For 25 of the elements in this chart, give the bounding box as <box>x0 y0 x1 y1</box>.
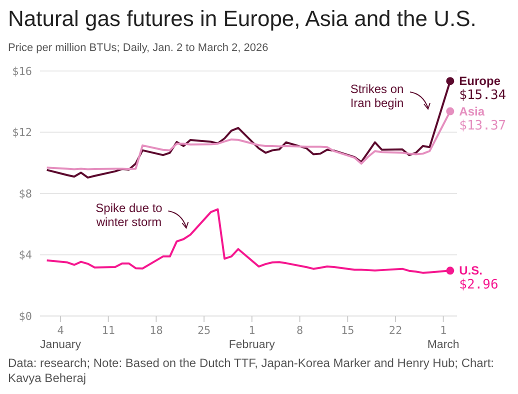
x-tick-label: 8 <box>296 324 304 337</box>
x-tick-label: 1 February <box>228 324 276 351</box>
y-tick-label: $4 <box>18 248 32 262</box>
y-tick-label: $16 <box>12 64 32 78</box>
data-label: $2.96 <box>459 278 498 293</box>
series-label: U.S. <box>459 264 483 278</box>
series-label: Europe <box>459 74 501 88</box>
x-tick-label: 11 <box>102 324 115 337</box>
series-label: Asia <box>459 104 485 118</box>
annotation: Spike due to winter storm <box>95 201 163 229</box>
chart-subtitle: Price per million BTUs; Daily, Jan. 2 to March 2, 2026 <box>8 42 268 54</box>
x-tick-label: 4 January <box>40 324 82 351</box>
chart-title: Natural gas futures in Europe, Asia and the U.S. <box>8 6 476 32</box>
x-tick-label: 15 <box>341 324 354 337</box>
x-tick-label: 18 <box>150 324 163 337</box>
y-tick-label: $8 <box>18 187 32 200</box>
data-label: $13.37 <box>459 118 506 134</box>
x-tick-label: 22 <box>388 324 402 337</box>
data-label: $15.34 <box>459 88 506 104</box>
x-tick-label: 1 March <box>427 324 460 351</box>
y-tick-label: $12 <box>12 126 32 140</box>
text: Data: research; Note: Based on the Dutch TTF, Japan-Korea Marker and Henry Hub; Chart: Kavya Beheraj <box>8 356 496 386</box>
x-tick-label: 25 <box>197 324 211 337</box>
y-tick-label: $0 <box>18 310 32 323</box>
annotation: Strikes on Iran begin <box>350 82 404 110</box>
